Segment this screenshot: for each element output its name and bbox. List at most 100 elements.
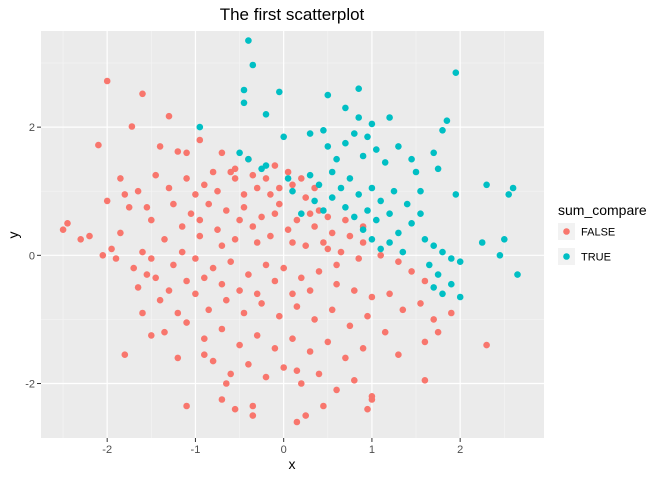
point-false <box>223 380 230 387</box>
point-true <box>417 187 424 195</box>
point-false <box>178 248 186 256</box>
point-true <box>430 242 438 249</box>
point-true <box>509 184 517 192</box>
gridlines <box>41 31 544 438</box>
point-true <box>298 210 305 217</box>
point-false <box>223 207 230 214</box>
point-false <box>430 316 438 323</box>
point-true <box>408 155 415 163</box>
point-false <box>328 229 336 237</box>
point-false <box>249 171 257 179</box>
point-false <box>306 348 314 355</box>
point-false <box>139 248 146 256</box>
point-false <box>231 405 239 413</box>
point-false <box>227 370 234 378</box>
point-false <box>156 296 164 304</box>
point-false <box>218 242 226 249</box>
point-true <box>240 99 248 107</box>
legend-marker-false <box>563 228 570 235</box>
point-false <box>218 149 226 157</box>
point-false <box>174 148 182 155</box>
point-true <box>351 213 358 221</box>
point-false <box>276 184 283 192</box>
point-false <box>183 175 190 182</box>
point-true <box>430 149 438 157</box>
point-false <box>201 335 208 343</box>
point-false <box>178 223 186 230</box>
point-false <box>342 216 349 224</box>
point-true <box>395 143 402 150</box>
point-true <box>439 248 446 256</box>
point-false <box>240 204 248 211</box>
chart-title: The first scatterplot <box>220 5 365 24</box>
point-false <box>368 396 376 403</box>
point-true <box>434 271 442 278</box>
point-false <box>165 112 173 120</box>
point-false <box>196 216 204 224</box>
point-false <box>196 136 204 144</box>
x-tick-label: -1 <box>191 444 201 456</box>
point-false <box>262 261 270 269</box>
point-true <box>245 155 252 163</box>
point-false <box>236 287 243 294</box>
point-false <box>271 345 279 352</box>
point-false <box>483 341 490 349</box>
point-false <box>289 181 296 189</box>
point-false <box>103 197 111 205</box>
y-tick-label: -2 <box>25 379 35 391</box>
point-false <box>324 213 332 221</box>
point-false <box>408 268 415 275</box>
point-false <box>302 194 310 201</box>
point-false <box>99 252 107 259</box>
point-false <box>201 181 208 189</box>
point-false <box>421 338 429 346</box>
point-true <box>403 200 411 208</box>
point-false <box>128 123 136 130</box>
point-false <box>214 226 221 233</box>
point-false <box>289 239 296 246</box>
point-false <box>351 287 358 294</box>
point-false <box>271 210 279 217</box>
point-false <box>306 210 314 217</box>
point-false <box>249 402 257 410</box>
point-false <box>130 264 137 272</box>
point-true <box>430 284 438 291</box>
point-false <box>170 261 177 269</box>
point-false <box>289 290 296 298</box>
point-false <box>333 280 340 288</box>
point-true <box>196 123 204 131</box>
point-false <box>359 345 367 352</box>
point-false <box>117 175 124 182</box>
point-false <box>421 277 429 285</box>
axis-ticks: -2 -1 0 1 2 -2 0 2 <box>25 122 463 456</box>
point-true <box>478 239 486 246</box>
point-false <box>249 412 257 419</box>
point-false <box>152 171 159 179</box>
point-true <box>359 226 367 233</box>
x-axis-label: x <box>289 456 296 472</box>
point-false <box>346 322 354 330</box>
point-false <box>192 255 199 262</box>
point-true <box>337 184 345 192</box>
point-false <box>156 143 164 150</box>
point-false <box>86 232 93 240</box>
point-true <box>355 85 363 92</box>
point-true <box>342 139 349 147</box>
point-false <box>240 191 248 198</box>
plot-panel <box>41 31 544 438</box>
point-false <box>59 226 67 233</box>
point-true <box>355 191 363 198</box>
point-false <box>192 290 199 298</box>
point-false <box>355 255 363 262</box>
point-false <box>448 309 455 317</box>
point-false <box>386 290 393 298</box>
point-false <box>351 377 358 384</box>
point-false <box>298 274 305 282</box>
point-false <box>364 405 371 413</box>
point-false <box>284 226 292 233</box>
point-true <box>483 181 490 189</box>
point-false <box>209 357 217 365</box>
point-false <box>337 248 345 256</box>
point-false <box>209 168 217 176</box>
